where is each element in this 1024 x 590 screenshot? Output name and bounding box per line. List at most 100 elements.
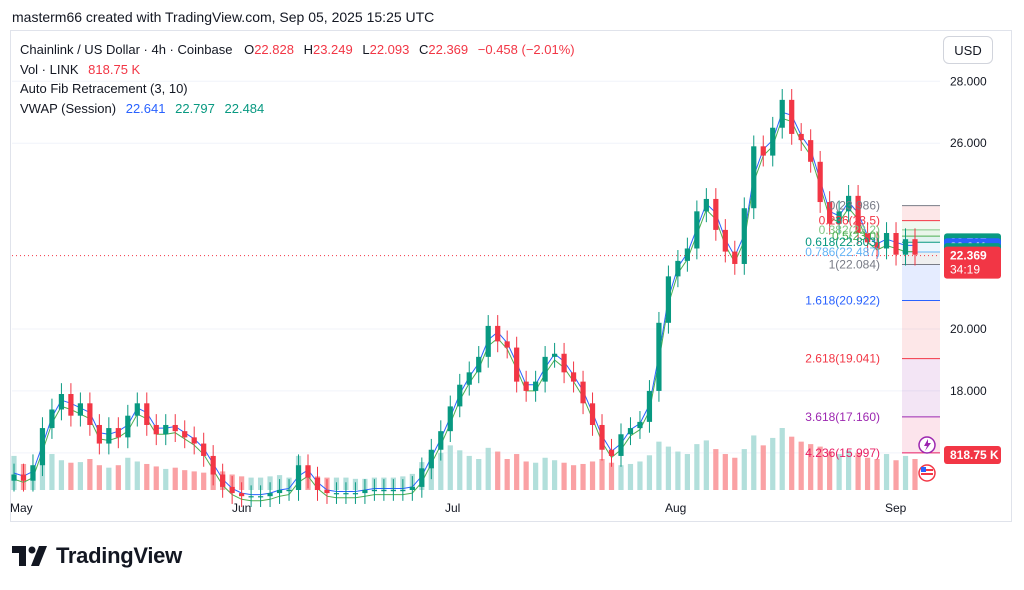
candle-body xyxy=(836,211,842,224)
candle-body xyxy=(533,381,539,391)
volume-bar xyxy=(599,459,605,490)
fib-level-label: 2.618(19.041) xyxy=(805,352,880,366)
volume-bar xyxy=(760,445,766,490)
candle-body xyxy=(447,406,453,432)
candle-body xyxy=(333,493,340,495)
candle-body xyxy=(883,233,890,249)
vwap-indicator-label[interactable]: VWAP (Session) xyxy=(20,100,117,116)
symbol-title[interactable]: Chainlink / US Dollar · 4h · Coinbase xyxy=(20,42,233,57)
fib-level-label: 0.786(22.487) xyxy=(805,245,880,259)
volume-value: 818.75 K xyxy=(88,61,141,77)
volume-bar xyxy=(514,454,520,490)
volume-bar xyxy=(551,460,558,490)
candle-body xyxy=(902,239,909,255)
candle-body xyxy=(599,424,605,450)
volume-bar xyxy=(447,445,453,490)
time-axis: May Jun Jul Aug Sep xyxy=(10,501,907,515)
volume-bar xyxy=(542,457,548,490)
legend-volume-row: Vol · LINK 818.75 K xyxy=(20,60,575,80)
candle-body xyxy=(580,381,586,404)
fib-indicator-label[interactable]: Auto Fib Retracement (3, 10) xyxy=(20,81,188,96)
candle-body xyxy=(779,99,785,128)
ohlc-high: 23.249 xyxy=(312,42,353,57)
candle-body xyxy=(324,490,330,494)
candle-body xyxy=(627,428,634,435)
tradingview-brand: TradingView xyxy=(56,543,182,568)
fib-level-label: 1.618(20.922) xyxy=(805,293,880,307)
volume-bar xyxy=(68,462,74,490)
candle-body xyxy=(912,239,918,255)
candle-body xyxy=(798,133,804,141)
volume-bar xyxy=(163,468,169,490)
volume-bar xyxy=(675,451,681,490)
fib-level-label: 0.5(23.0) xyxy=(832,229,880,243)
candles xyxy=(11,89,918,508)
candle-body xyxy=(523,381,529,391)
volume-bar xyxy=(656,441,662,490)
volume-bar xyxy=(741,449,747,490)
volume-bar xyxy=(476,459,482,490)
candle-body xyxy=(770,127,776,156)
candle-body xyxy=(276,490,283,494)
candle-body xyxy=(722,229,728,252)
candle-body xyxy=(694,211,700,249)
volume-bar xyxy=(732,457,738,490)
volume-bar xyxy=(722,454,728,490)
candle-body xyxy=(495,325,501,342)
candle-body xyxy=(665,276,672,323)
candle-body xyxy=(87,403,93,425)
volume-bar xyxy=(504,459,510,490)
volume-bar xyxy=(561,462,567,490)
candle-body xyxy=(846,195,852,212)
volume-indicator-label[interactable]: Vol · LINK xyxy=(20,61,79,77)
volume-bar xyxy=(580,463,586,490)
volume-bar xyxy=(257,477,264,490)
candle-body xyxy=(637,421,643,429)
y-tick-label: 26.000 xyxy=(950,136,987,150)
volume-bar xyxy=(855,452,861,490)
grid-lines xyxy=(12,80,940,454)
volume-bar xyxy=(789,436,795,490)
candle-body xyxy=(703,198,709,212)
price-tag-text: 22.369 xyxy=(950,249,987,263)
volume-bar xyxy=(902,455,909,490)
tradingview-logo[interactable]: TradingView xyxy=(12,543,182,569)
candle-body xyxy=(409,486,415,490)
fib-zone-band xyxy=(902,300,940,359)
volume-bar xyxy=(438,452,444,490)
fib-zone-band xyxy=(902,242,940,252)
candle-body xyxy=(504,341,510,348)
candle-body xyxy=(68,394,74,416)
fib-zone-band xyxy=(902,251,940,265)
volume-bar xyxy=(846,450,852,490)
flag-stripe xyxy=(921,469,933,471)
tradingview-logo-icon xyxy=(12,546,47,566)
fib-zone-band xyxy=(902,264,940,301)
volume-bar xyxy=(883,454,890,490)
candle-body xyxy=(390,490,396,492)
candle-body xyxy=(220,474,226,487)
volume-bar xyxy=(485,447,491,490)
candle-body xyxy=(49,409,55,429)
candle-body xyxy=(864,233,871,243)
volume-bar xyxy=(627,463,634,490)
currency-button[interactable]: USD xyxy=(943,36,993,64)
ohlc-open-label: O xyxy=(244,42,255,57)
candle-body xyxy=(589,403,596,425)
fib-zone-band xyxy=(902,229,940,237)
volume-bar xyxy=(637,461,643,490)
fib-zone-band xyxy=(902,220,940,230)
fib-level-label: 0.382(23.2) xyxy=(819,223,880,237)
ohlc-low-label: L xyxy=(362,42,370,57)
fib-level-label: 0.236(23.5) xyxy=(819,214,880,228)
volume-bar xyxy=(779,428,785,490)
chart-caption: masterm66 created with TradingView.com, … xyxy=(12,9,435,25)
candle-body xyxy=(419,468,425,487)
vwap-lower-value: 22.484 xyxy=(224,100,265,116)
legend-fib-row: Auto Fib Retracement (3, 10) xyxy=(20,79,575,99)
countdown-text: 34:19 xyxy=(950,263,980,277)
volume-bar xyxy=(144,463,150,490)
fib-level-label: 3.618(17.160) xyxy=(805,410,880,424)
